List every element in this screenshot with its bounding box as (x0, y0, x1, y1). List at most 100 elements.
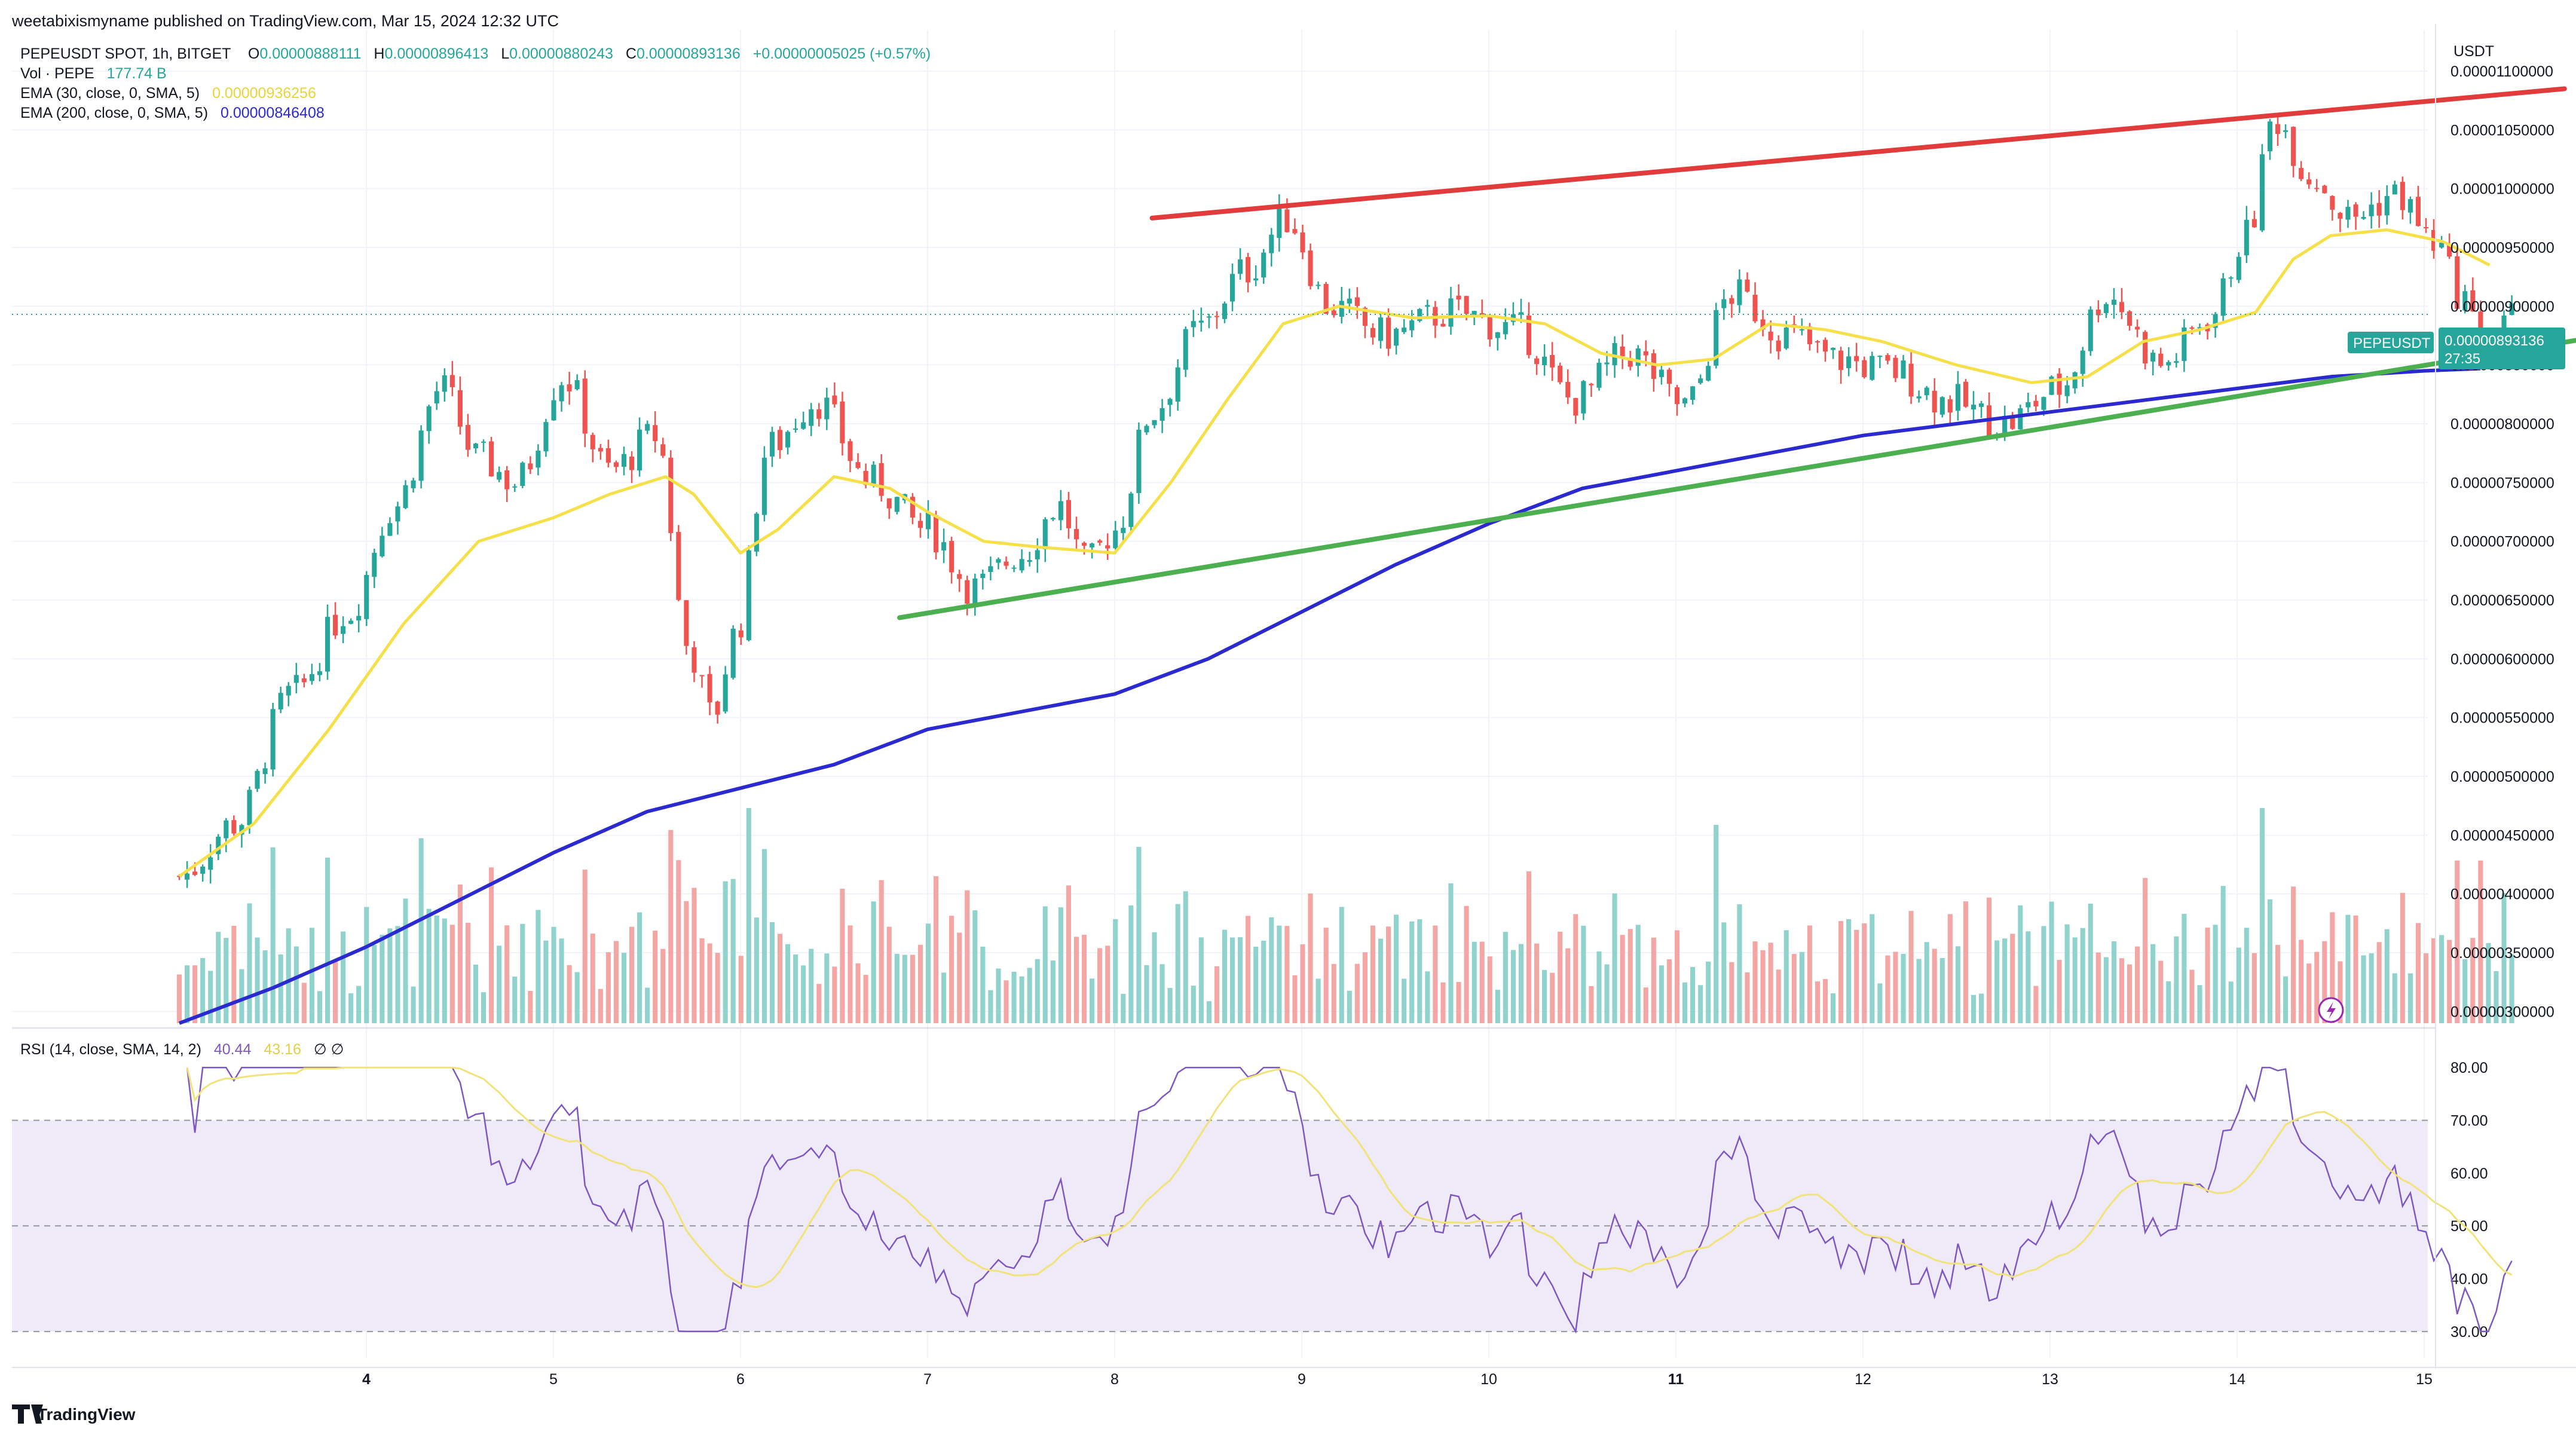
volume-bar (1214, 966, 1219, 1023)
candle-body (1073, 529, 1079, 540)
candle-body (2080, 350, 2085, 374)
candle-body (2135, 326, 2140, 330)
candle-body (2330, 196, 2335, 210)
candle-body (1714, 310, 1719, 366)
ema200-line (178, 366, 2481, 1025)
volume-bar (239, 969, 244, 1023)
svg-text:EMA (30, close, 0, SMA, 5): EMA (30, close, 0, SMA, 5) 0.00000936256 (20, 85, 316, 102)
rsi-sma-value: 43.16 (264, 1041, 301, 1058)
currency-label: USDT (2453, 43, 2494, 60)
volume-bar (1916, 959, 1922, 1023)
candle-body (972, 578, 978, 606)
candle-body (1854, 356, 1859, 362)
candle-body (1440, 323, 1446, 327)
candle-body (426, 406, 432, 432)
volume-bar (1987, 897, 1992, 1023)
candle-body (1620, 346, 1625, 357)
candle-body (730, 628, 736, 678)
volume-bar (2415, 923, 2421, 1023)
svg-text:PEPEUSDT SPOT, 1h, BITGET: PEPEUSDT SPOT, 1h, BITGET O0.00000888111… (20, 45, 931, 62)
candle-body (1783, 328, 1789, 348)
candle-body (1042, 519, 1048, 549)
candle-body (2111, 299, 2116, 305)
volume-bar (2431, 938, 2437, 1023)
lightning-icon[interactable] (2318, 997, 2344, 1023)
candle-body (2150, 353, 2156, 362)
candle-body (1877, 356, 1883, 357)
candle-body (1542, 356, 1547, 365)
volume-bar (1783, 930, 1789, 1023)
volume-bar (1729, 962, 1734, 1023)
volume-bar (1666, 959, 1672, 1023)
volume-bar (278, 954, 283, 1023)
volume-bar (2259, 808, 2265, 1023)
ema200-value: 0.00000846408 (221, 105, 325, 121)
volume-bar (934, 876, 939, 1023)
candle-body (1503, 322, 1508, 335)
volume-bar (224, 938, 229, 1023)
candle-body (715, 701, 720, 715)
volume-bar (2322, 941, 2327, 1023)
last-price-value: 0.00000893136 (2445, 333, 2544, 349)
volume-bar (1963, 901, 1968, 1023)
candles (176, 114, 2514, 888)
candle-body (645, 424, 650, 431)
volume-bar (746, 808, 751, 1023)
candle-body (1464, 296, 1469, 314)
volume-bar (1955, 946, 1960, 1023)
volume-bar (2166, 981, 2171, 1023)
candle-body (582, 378, 588, 434)
volume-bar (2494, 971, 2499, 1023)
candle-body (2166, 362, 2171, 366)
volume-bar (395, 926, 400, 1023)
volume-bar (2080, 928, 2085, 1023)
candle-body (1651, 353, 1656, 379)
volume-bar (1822, 979, 1828, 1023)
volume-bar (2283, 976, 2289, 1023)
candle-body (2447, 244, 2452, 257)
volume-bar (1643, 987, 1648, 1023)
candle-body (1386, 317, 1391, 349)
volume-bar (2275, 945, 2281, 1023)
candle-body (449, 375, 455, 387)
volume-bar (1674, 930, 1680, 1023)
volume-bar (2049, 901, 2054, 1023)
volume-bar (1362, 952, 1367, 1023)
volume-bar (1378, 938, 1384, 1023)
candle-body (1253, 278, 1259, 281)
volume-bar (2330, 912, 2335, 1023)
volume-bar (489, 867, 494, 1023)
candle-body (1019, 559, 1024, 571)
symbol-title: PEPEUSDT SPOT, 1h, BITGET (20, 45, 231, 62)
candle-body (2228, 277, 2234, 279)
volume-bar (2189, 969, 2195, 1023)
volume-bar (1198, 937, 1204, 1023)
candle-body (1323, 284, 1329, 314)
candle-body (465, 424, 470, 450)
candle-body (2182, 327, 2187, 362)
volume-bar (559, 938, 564, 1023)
candle-body (1706, 366, 1711, 381)
candle-body (777, 430, 783, 451)
candle-body (2509, 303, 2514, 316)
volume-bar (2353, 915, 2358, 1023)
volume-bar (449, 925, 455, 1023)
volume-bar (1191, 986, 1196, 1023)
candle-body (2220, 278, 2226, 316)
candle-body (1666, 369, 1672, 384)
candle-body (832, 395, 837, 405)
tradingview-logo[interactable]: TradingView (12, 1405, 136, 1424)
candle-body (1776, 340, 1781, 351)
candle-body (1963, 381, 1968, 407)
candle-body (1893, 357, 1898, 378)
candle-body (341, 626, 346, 634)
volume-bar (621, 953, 627, 1023)
time-tick-label: 14 (2229, 1371, 2245, 1388)
candle-body (2002, 415, 2008, 437)
volume-bar (481, 992, 487, 1023)
candle-body (2033, 400, 2039, 406)
candle-body (699, 675, 705, 677)
candle-body (1846, 356, 1852, 369)
volume-bar (2306, 963, 2312, 1023)
candle-body (684, 600, 689, 646)
